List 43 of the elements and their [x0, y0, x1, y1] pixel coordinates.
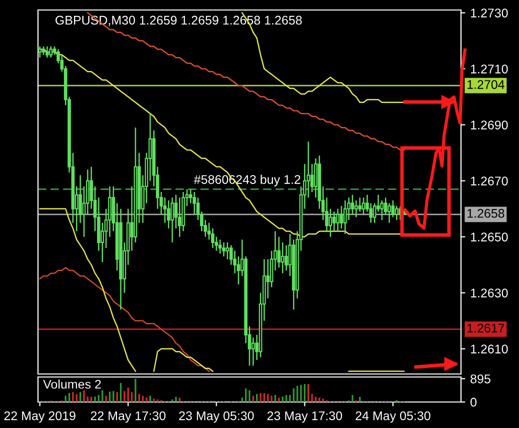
candlestick: [166, 200, 170, 230]
line-series: [39, 266, 210, 372]
y-tick-label: 1.2670: [470, 176, 508, 186]
ref-line-label: 1.2704: [468, 80, 504, 89]
x-tick-label: 24 May 05:30: [356, 411, 430, 423]
candlestick: [252, 336, 255, 366]
candlestick: [358, 196, 362, 212]
ref-line-label: 1.2617: [468, 324, 504, 333]
candlestick: [218, 238, 222, 254]
candlestick: [328, 208, 332, 238]
candlestick: [49, 46, 53, 58]
y-tick-label: 1.2650: [470, 232, 508, 242]
candlestick: [46, 46, 49, 58]
candlestick: [354, 200, 358, 218]
candlestick: [170, 196, 174, 244]
y-tick-label: 1.2610: [470, 344, 508, 354]
candlestick: [388, 202, 391, 224]
chart-title: Volumes 2: [43, 380, 101, 389]
candlestick: [336, 208, 340, 232]
candlestick: [350, 194, 354, 216]
y-tick-label: 1.2730: [470, 8, 508, 18]
candlestick: [226, 242, 230, 260]
candlestick: [222, 242, 226, 258]
candlestick: [343, 200, 347, 235]
x-tick-label: 22 May 2019: [4, 411, 76, 423]
candlestick: [394, 205, 398, 221]
y-tick-label: 1.2630: [470, 288, 508, 298]
ref-line-label: 1.2658: [468, 208, 504, 218]
y-tick-label: 1.2690: [470, 120, 508, 130]
candlestick: [280, 242, 284, 274]
x-tick-label: 22 May 17:30: [90, 411, 166, 423]
candlestick: [314, 158, 318, 198]
candlestick: [38, 46, 42, 58]
y-tick-label: 0: [470, 398, 476, 407]
x-tick-label: 23 May 05:30: [179, 411, 254, 423]
y-tick-label: 895: [470, 374, 490, 384]
candlestick: [362, 196, 366, 216]
candlestick: [340, 205, 344, 230]
candlestick: [284, 244, 288, 272]
candlestick: [332, 210, 336, 232]
candlestick: [178, 196, 182, 238]
y-tick-label: 1.2710: [470, 64, 508, 74]
x-tick-label: 23 May 17:30: [267, 411, 342, 423]
